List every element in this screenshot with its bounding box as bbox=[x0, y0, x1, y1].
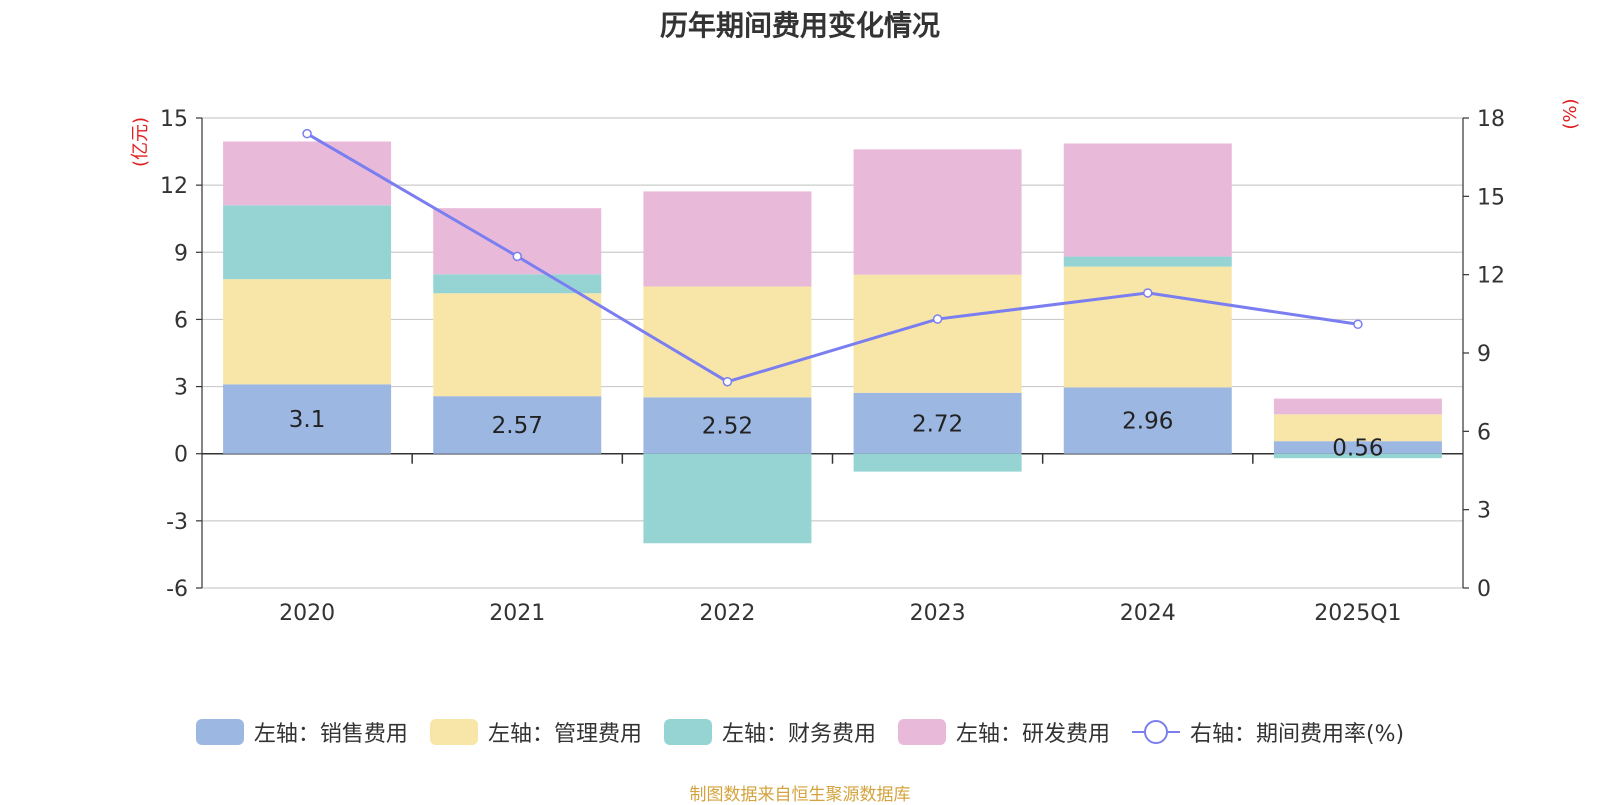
bar-data-label: 0.56 bbox=[1332, 435, 1383, 461]
left-axis-tick-label: 12 bbox=[160, 174, 188, 199]
expense-rate-point bbox=[1353, 319, 1363, 330]
legend-item-sales[interactable]: 左轴：销售费用 bbox=[195, 716, 408, 748]
right-axis-unit-label: (%) bbox=[1560, 98, 1581, 129]
right-axis-tick-label: 0 bbox=[1477, 577, 1491, 602]
legend-swatch-finance bbox=[663, 719, 712, 745]
bar-data-label: 3.1 bbox=[289, 407, 326, 433]
left-axis-tick-label: -3 bbox=[166, 510, 188, 535]
expense-rate-point bbox=[512, 251, 522, 262]
x-axis-tick-label: 2021 bbox=[489, 601, 545, 626]
bar-segment-1 bbox=[853, 392, 1022, 454]
bar-data-label: 2.96 bbox=[1122, 409, 1173, 435]
bar-segment-1 bbox=[643, 397, 812, 454]
legend-swatch-sales bbox=[195, 719, 244, 745]
legend-item-admin[interactable]: 左轴：管理费用 bbox=[429, 716, 642, 748]
expense-rate-point bbox=[302, 128, 312, 139]
bar-segment-2 bbox=[1063, 266, 1232, 388]
bar-segment-3 bbox=[433, 274, 602, 294]
bar-segment-3 bbox=[643, 453, 812, 544]
x-axis-tick-label: 2022 bbox=[699, 601, 755, 626]
legend-item-expense-rate[interactable]: 右轴：期间费用率(%) bbox=[1131, 716, 1405, 748]
bar-segment-4 bbox=[433, 208, 602, 275]
source-note: 制图数据来自恒生聚源数据库 bbox=[689, 785, 911, 805]
bar-data-label: 2.72 bbox=[912, 411, 963, 437]
left-axis-tick-label: 6 bbox=[174, 308, 188, 333]
right-axis-tick-label: 12 bbox=[1477, 264, 1505, 289]
expense-rate-line bbox=[306, 132, 1359, 384]
legend-label-finance: 左轴：财务费用 bbox=[721, 722, 876, 747]
bar-segment-4 bbox=[643, 191, 812, 287]
left-axis-tick-label: 9 bbox=[174, 241, 188, 266]
bar-segment-4 bbox=[1273, 398, 1442, 415]
bar-segment-1 bbox=[433, 396, 602, 454]
legend-swatch-admin bbox=[429, 719, 478, 745]
x-axis-tick-label: 2024 bbox=[1120, 601, 1176, 626]
right-axis-tick-label: 18 bbox=[1477, 107, 1505, 132]
bar-segment-1 bbox=[223, 384, 392, 454]
expense-rate-point bbox=[722, 376, 733, 387]
right-axis-tick-label: 3 bbox=[1477, 499, 1491, 524]
bar-segment-2 bbox=[223, 279, 392, 385]
legend-label-admin: 左轴：管理费用 bbox=[487, 722, 642, 747]
x-axis-tick-label: 2023 bbox=[910, 601, 966, 626]
legend-swatch-rnd bbox=[897, 719, 946, 745]
expense-rate-point bbox=[1143, 288, 1153, 298]
right-axis-tick-label: 15 bbox=[1477, 185, 1505, 210]
bar-segment-1 bbox=[1273, 441, 1442, 454]
bar-segment-2 bbox=[433, 293, 602, 397]
expense-rate-point bbox=[932, 314, 943, 324]
x-axis-tick-label: 2020 bbox=[279, 601, 335, 626]
bar-segment-4 bbox=[223, 141, 392, 206]
bar-segment-2 bbox=[1273, 414, 1442, 442]
left-axis-unit-label: (亿元) bbox=[130, 117, 151, 167]
bar-segment-3 bbox=[1273, 453, 1442, 459]
bar-segment-4 bbox=[1063, 143, 1232, 257]
legend-label-sales: 左轴：销售费用 bbox=[253, 722, 408, 747]
right-axis-tick-label: 9 bbox=[1477, 342, 1491, 367]
legend-item-rnd[interactable]: 左轴：研发费用 bbox=[897, 716, 1110, 748]
bar-segment-3 bbox=[853, 453, 1022, 472]
chart-title: 历年期间费用变化情况 bbox=[659, 9, 940, 42]
legend-swatch-expense-rate bbox=[1131, 719, 1180, 745]
legend: 左轴：销售费用 左轴：管理费用 左轴：财务费用 左轴：研发费用 右轴：期间费用率… bbox=[0, 716, 1600, 748]
bar-data-label: 2.57 bbox=[492, 413, 543, 439]
bar-segment-1 bbox=[1063, 387, 1232, 454]
left-axis-tick-label: 3 bbox=[174, 376, 188, 401]
left-axis-tick-label: 0 bbox=[174, 443, 188, 468]
bar-segment-2 bbox=[853, 274, 1022, 393]
x-axis-tick-label: 2025Q1 bbox=[1314, 601, 1401, 626]
bar-segment-3 bbox=[1063, 256, 1232, 267]
bar-segment-4 bbox=[853, 149, 1022, 275]
bar-segment-3 bbox=[223, 205, 392, 280]
legend-item-finance[interactable]: 左轴：财务费用 bbox=[663, 716, 876, 748]
bar-data-label: 2.52 bbox=[702, 414, 753, 440]
left-axis-tick-label: 15 bbox=[160, 107, 188, 132]
legend-label-rnd: 左轴：研发费用 bbox=[955, 722, 1110, 747]
legend-label-expense-rate: 右轴：期间费用率(%) bbox=[1189, 722, 1405, 747]
left-axis-tick-label: -6 bbox=[166, 577, 188, 602]
right-axis-tick-label: 6 bbox=[1477, 420, 1491, 445]
